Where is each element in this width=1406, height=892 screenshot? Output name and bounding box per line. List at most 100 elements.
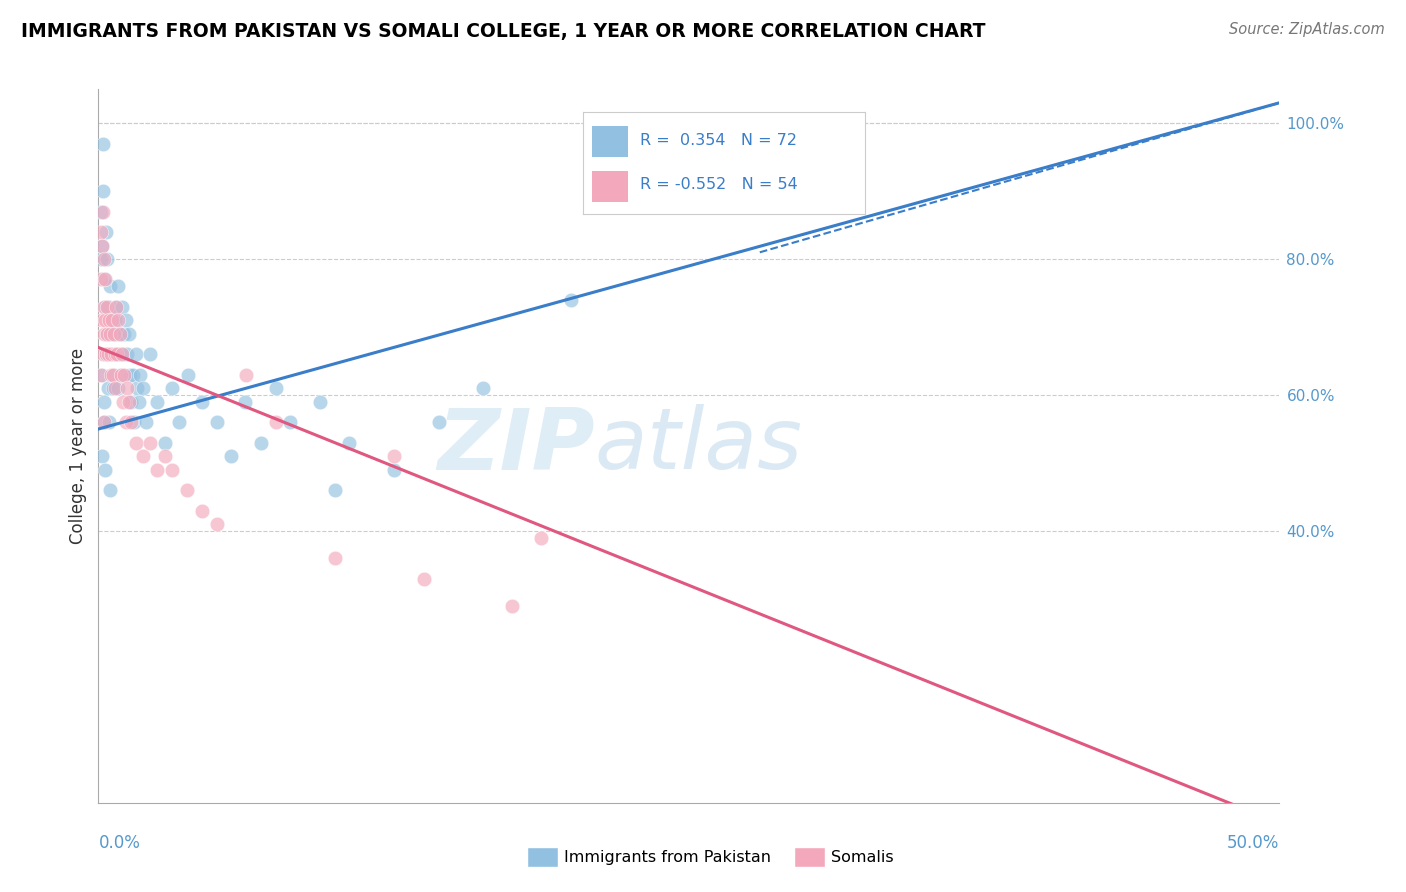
Point: [90, 252, 112, 266]
Text: atlas: atlas: [595, 404, 803, 488]
Point: [91, 347, 114, 361]
Point: [100, 368, 122, 382]
Point: [98, 279, 121, 293]
Point: [160, 463, 183, 477]
Point: [191, 394, 214, 409]
Point: [105, 347, 128, 361]
Point: [93, 415, 115, 429]
Point: [91, 184, 114, 198]
Point: [100, 347, 122, 361]
Point: [127, 381, 149, 395]
Point: [501, 599, 523, 613]
Text: Somalis: Somalis: [831, 850, 894, 864]
Point: [128, 368, 150, 382]
Point: [101, 313, 124, 327]
Point: [146, 394, 169, 409]
Point: [107, 279, 129, 293]
Point: [115, 347, 138, 361]
Point: [93, 415, 115, 429]
Text: IMMIGRANTS FROM PAKISTAN VS SOMALI COLLEGE, 1 YEAR OR MORE CORRELATION CHART: IMMIGRANTS FROM PAKISTAN VS SOMALI COLLE…: [21, 22, 986, 41]
Point: [104, 347, 127, 361]
Point: [153, 449, 176, 463]
Point: [111, 347, 134, 361]
Point: [120, 368, 142, 382]
Point: [93, 326, 115, 341]
Point: [93, 394, 115, 409]
Point: [250, 435, 273, 450]
Point: [101, 381, 124, 395]
Point: [160, 381, 183, 395]
Point: [94, 347, 117, 361]
Point: [112, 347, 135, 361]
Point: [94, 313, 117, 327]
Point: [104, 347, 127, 361]
Point: [96, 252, 118, 266]
Point: [91, 313, 114, 327]
Point: [94, 272, 117, 286]
Point: [91, 136, 114, 151]
Point: [98, 326, 121, 341]
Point: [132, 381, 155, 395]
Point: [91, 449, 114, 463]
Point: [121, 415, 143, 429]
Text: ZIP: ZIP: [437, 404, 595, 488]
Point: [100, 347, 122, 361]
Point: [91, 238, 114, 252]
Point: [103, 326, 125, 341]
Text: R =  0.354   N = 72: R = 0.354 N = 72: [640, 133, 797, 148]
Point: [278, 415, 301, 429]
Point: [132, 449, 155, 463]
Point: [97, 347, 120, 361]
Point: [560, 293, 582, 307]
Point: [90, 225, 112, 239]
Point: [96, 326, 118, 341]
Point: [125, 347, 148, 361]
Point: [530, 531, 553, 545]
Point: [153, 435, 176, 450]
Point: [121, 368, 143, 382]
FancyBboxPatch shape: [592, 126, 628, 157]
Point: [98, 483, 121, 498]
Point: [105, 300, 128, 314]
Point: [98, 415, 121, 429]
Point: [94, 225, 117, 239]
Point: [121, 394, 143, 409]
Point: [115, 381, 138, 395]
Point: [337, 435, 360, 450]
Point: [98, 300, 121, 314]
Point: [105, 326, 128, 341]
Point: [191, 503, 214, 517]
Point: [167, 415, 190, 429]
Point: [114, 415, 136, 429]
Point: [91, 368, 114, 382]
Point: [105, 300, 128, 314]
Point: [309, 394, 332, 409]
Point: [112, 368, 135, 382]
Text: Immigrants from Pakistan: Immigrants from Pakistan: [564, 850, 770, 864]
Point: [111, 300, 134, 314]
Point: [108, 326, 131, 341]
Point: [105, 347, 128, 361]
Point: [233, 394, 256, 409]
Point: [135, 415, 157, 429]
Point: [94, 347, 117, 361]
Point: [103, 368, 125, 382]
Point: [264, 415, 287, 429]
Point: [219, 449, 242, 463]
Point: [107, 381, 129, 395]
Point: [101, 313, 124, 327]
Point: [90, 368, 112, 382]
Point: [93, 300, 115, 314]
Point: [323, 551, 346, 566]
Point: [112, 394, 135, 409]
Point: [264, 381, 287, 395]
Point: [110, 368, 132, 382]
Point: [122, 415, 145, 429]
Point: [104, 313, 127, 327]
Point: [146, 463, 169, 477]
Point: [235, 368, 257, 382]
Point: [125, 435, 148, 450]
Point: [90, 272, 112, 286]
Text: Source: ZipAtlas.com: Source: ZipAtlas.com: [1229, 22, 1385, 37]
Text: 0.0%: 0.0%: [98, 834, 141, 852]
